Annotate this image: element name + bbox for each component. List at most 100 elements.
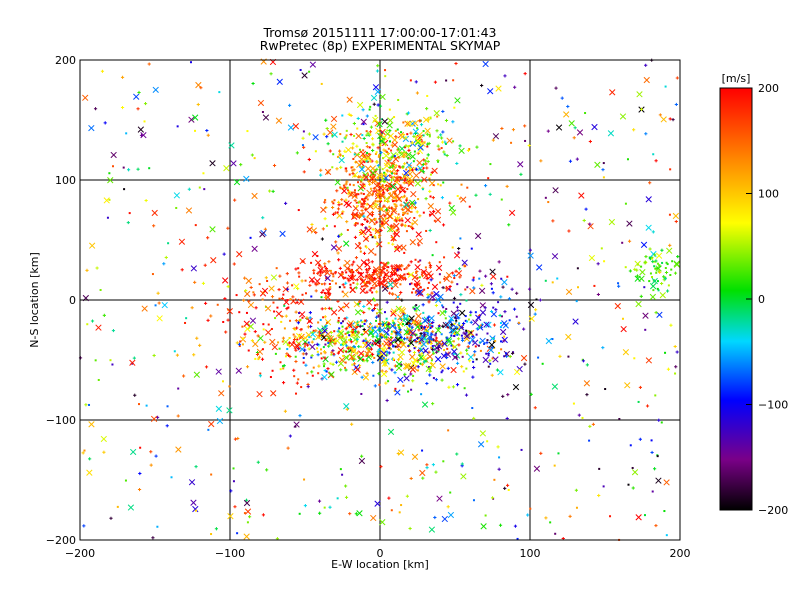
data-point xyxy=(370,205,374,209)
data-point xyxy=(374,270,377,273)
data-point xyxy=(457,316,460,319)
data-point xyxy=(431,463,436,467)
data-point xyxy=(584,112,587,115)
data-point xyxy=(370,180,375,185)
data-point xyxy=(511,128,516,132)
data-point xyxy=(585,393,589,397)
data-point xyxy=(624,266,627,269)
data-point xyxy=(298,311,306,318)
data-point xyxy=(351,166,354,169)
data-point xyxy=(154,304,157,307)
data-point xyxy=(507,297,512,301)
data-point xyxy=(410,325,414,329)
data-point xyxy=(340,203,343,206)
data-point xyxy=(282,293,285,296)
data-point xyxy=(277,287,281,292)
x-tick-label: −200 xyxy=(65,547,95,560)
data-point xyxy=(398,511,401,514)
data-point xyxy=(627,483,630,486)
data-point xyxy=(340,272,344,276)
data-point xyxy=(383,214,387,218)
data-point xyxy=(303,478,306,481)
data-point xyxy=(382,179,386,184)
data-point xyxy=(415,271,418,274)
data-point xyxy=(355,222,358,225)
data-point xyxy=(567,355,570,358)
data-point xyxy=(331,362,335,366)
data-point xyxy=(281,340,284,343)
data-point xyxy=(391,224,395,228)
data-point xyxy=(461,259,468,266)
data-point xyxy=(544,516,548,520)
data-point xyxy=(375,220,379,224)
data-point xyxy=(635,274,640,278)
data-point xyxy=(410,190,417,198)
data-point xyxy=(223,165,230,172)
data-point xyxy=(364,245,369,249)
data-point xyxy=(364,339,367,342)
data-point xyxy=(363,157,367,162)
data-point xyxy=(461,337,464,340)
data-point xyxy=(471,375,475,379)
data-point xyxy=(575,157,579,161)
data-point xyxy=(323,306,327,311)
data-point xyxy=(418,347,422,351)
data-point xyxy=(418,282,421,285)
data-point xyxy=(94,359,97,362)
data-point xyxy=(523,124,527,128)
data-point xyxy=(658,270,662,274)
data-point xyxy=(384,273,387,276)
data-point xyxy=(111,363,114,366)
data-point xyxy=(407,343,412,347)
data-point xyxy=(314,289,318,293)
data-point xyxy=(426,118,431,122)
data-point xyxy=(479,309,487,316)
data-point xyxy=(379,199,382,202)
data-point xyxy=(377,213,385,220)
data-point xyxy=(351,142,355,146)
data-point xyxy=(307,157,311,162)
data-point xyxy=(351,211,359,218)
data-point xyxy=(378,339,382,343)
data-point xyxy=(374,88,381,95)
data-point xyxy=(198,343,202,347)
data-point xyxy=(366,216,369,219)
data-point xyxy=(624,382,631,389)
data-point xyxy=(437,147,441,151)
data-point xyxy=(410,360,417,367)
data-point xyxy=(431,402,435,406)
data-point xyxy=(497,301,500,304)
data-point xyxy=(538,298,542,302)
data-point xyxy=(244,325,251,333)
data-point xyxy=(602,162,605,165)
data-point xyxy=(399,187,406,194)
data-point xyxy=(383,345,386,348)
data-point xyxy=(188,116,195,123)
data-point xyxy=(379,274,382,277)
data-point xyxy=(533,465,541,472)
data-point xyxy=(346,96,353,103)
data-point xyxy=(409,199,416,206)
data-point xyxy=(228,142,235,149)
data-point xyxy=(472,319,479,326)
data-point xyxy=(241,325,244,328)
data-point xyxy=(544,196,547,199)
data-point xyxy=(344,368,348,372)
data-point xyxy=(498,352,501,355)
data-point xyxy=(147,62,151,66)
colorbar-label: [m/s] xyxy=(722,72,751,85)
data-point xyxy=(385,150,388,153)
data-point xyxy=(417,323,420,326)
data-point xyxy=(489,163,492,166)
data-point xyxy=(299,328,303,332)
data-point xyxy=(389,270,394,275)
data-point xyxy=(287,343,291,348)
data-point xyxy=(411,274,419,281)
data-point xyxy=(527,252,534,259)
data-point xyxy=(323,262,327,266)
data-point xyxy=(492,356,499,363)
data-point xyxy=(307,132,312,136)
data-point xyxy=(460,473,467,480)
